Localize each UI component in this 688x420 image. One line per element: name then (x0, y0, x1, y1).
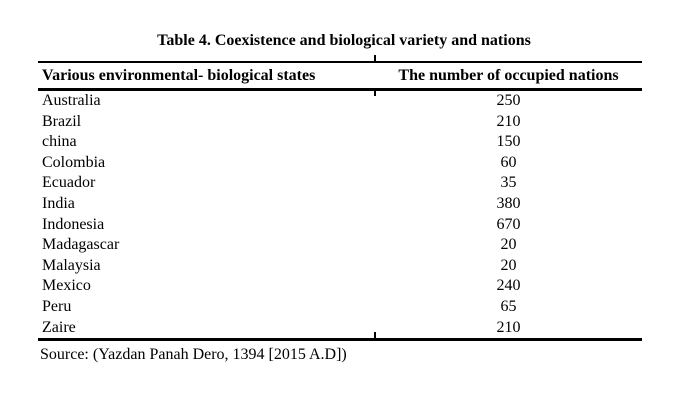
state-cell: Australia (42, 92, 101, 109)
state-cell: Madagascar (42, 236, 120, 254)
nations-cell: 65 (500, 297, 517, 315)
state-cell: Brazil (42, 112, 82, 130)
nations-cell: 20 (500, 256, 517, 274)
state-cell: Zaire (42, 318, 76, 336)
state-cell: china (42, 133, 77, 151)
header-nations-column: The number of occupied nations (398, 66, 619, 84)
table-bottom-rule (38, 338, 642, 342)
state-cell: India (42, 194, 75, 212)
nations-cell: 210 (496, 112, 521, 130)
table-top-rule (38, 61, 642, 63)
header-states-column: Various environmental- biological states (42, 66, 316, 84)
nations-cell: 150 (496, 133, 521, 151)
nations-cell: 240 (496, 277, 521, 295)
table-row: Australia 250 (38, 91, 642, 112)
nations-cell: 60 (500, 153, 517, 171)
table-row: Malaysia 20 (38, 256, 642, 277)
table-row: Peru 65 (38, 297, 642, 318)
table-row: Mexico 240 (38, 276, 642, 297)
nations-cell: 210 (496, 318, 521, 336)
table-row: Colombia 60 (38, 153, 642, 174)
column-divider-tick-middle (374, 91, 376, 96)
source-note: Source: (Yazdan Panah Dero, 1394 [2015 A… (40, 346, 347, 364)
table-row: Brazil 210 (38, 112, 642, 133)
nations-cell: 20 (500, 236, 517, 254)
nations-cell: 35 (500, 174, 517, 192)
table-body: Australia 250 Brazil 210 china 150 Colom… (38, 91, 642, 338)
column-divider-tick-top (374, 55, 376, 61)
header-bottom-rule (38, 88, 642, 91)
table-row: Zaire 210 (38, 318, 642, 339)
state-cell: Ecuador (42, 174, 96, 192)
table-row: china 150 (38, 132, 642, 153)
state-cell: Mexico (42, 277, 91, 295)
nations-cell: 670 (496, 215, 521, 233)
nations-cell: 380 (496, 194, 521, 212)
state-cell: Peru (42, 297, 72, 315)
state-cell: Indonesia (42, 215, 105, 233)
state-cell: Colombia (42, 153, 106, 171)
nations-cell: 250 (496, 92, 521, 109)
table-row: Ecuador 35 (38, 173, 642, 194)
table-row: India 380 (38, 194, 642, 215)
table-row: Madagascar 20 (38, 235, 642, 256)
table-row: Indonesia 670 (38, 215, 642, 236)
column-divider-tick-bottom (374, 332, 376, 338)
data-table: Various environmental- biological states… (38, 55, 642, 364)
table-header-row: Various environmental- biological states… (38, 63, 642, 88)
table-caption: Table 4. Coexistence and biological vari… (157, 32, 531, 49)
state-cell: Malaysia (42, 256, 101, 274)
